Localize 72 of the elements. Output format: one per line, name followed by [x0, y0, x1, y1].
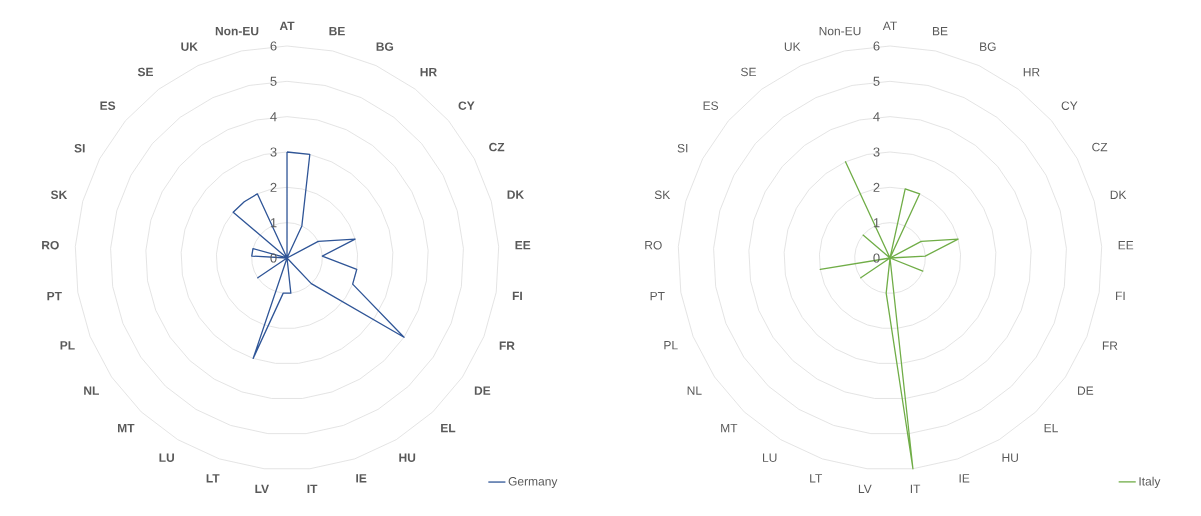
spoke-label: IT [910, 484, 921, 493]
spoke-label: AT [882, 21, 897, 30]
spoke-label: SE [741, 67, 756, 77]
spoke-label: LT [206, 474, 220, 483]
spoke-label: SK [50, 190, 68, 199]
spoke-label: CY [458, 101, 475, 110]
y-tick-label: 4 [270, 112, 277, 122]
y-tick-label: 2 [873, 182, 880, 192]
spoke-label: FI [512, 291, 522, 300]
spoke-label: CY [1061, 101, 1078, 110]
y-tick-label: 5 [873, 76, 880, 86]
spoke-label: DE [1078, 386, 1094, 395]
spoke-label: EE [515, 241, 531, 250]
spoke-label: LU [763, 453, 777, 462]
spoke-label: BG [980, 42, 996, 51]
spoke-label: NL [84, 386, 99, 395]
spoke-label: PT [650, 291, 665, 301]
spoke-label: HR [420, 67, 437, 77]
spoke-label: BG [376, 42, 394, 51]
spoke-label: HU [1002, 453, 1018, 462]
spoke-label: EL [1044, 423, 1058, 433]
y-tick-label: 5 [270, 76, 277, 86]
spoke-label: BE [932, 27, 948, 36]
spoke-label: UK [784, 42, 801, 51]
legend-label: Germany [508, 477, 558, 488]
y-tick-label: 3 [270, 147, 277, 157]
spoke-label: LV [858, 484, 872, 493]
spoke-label: FR [1102, 341, 1118, 350]
spoke-label: LT [810, 474, 823, 483]
spoke-label: LV [255, 484, 269, 493]
y-tick-label: 6 [873, 41, 880, 51]
spoke-label: DK [1110, 190, 1127, 199]
spoke-label: Non-EU [819, 26, 861, 36]
spoke-label: IE [959, 474, 970, 483]
spoke-label: FR [499, 341, 515, 350]
y-tick-label: 4 [873, 112, 880, 122]
spoke-label: Non-EU [215, 26, 259, 36]
spoke-label: MT [721, 423, 738, 433]
spoke-label: CZ [1092, 142, 1108, 152]
spoke-label: PL [60, 341, 75, 350]
spoke-label: AT [279, 21, 295, 30]
spoke-label: SI [74, 143, 85, 153]
spoke-label: PT [47, 291, 62, 301]
spoke-label: ES [703, 101, 719, 110]
y-tick-label: 3 [873, 147, 880, 157]
y-tick-label: 1 [873, 218, 880, 228]
spoke-label: IE [356, 474, 367, 483]
spoke-label: SE [137, 67, 154, 77]
spoke-label: UK [181, 42, 198, 51]
y-tick-label: 2 [270, 182, 277, 192]
spoke-label: RO [42, 240, 59, 250]
spoke-label: EE [1118, 241, 1134, 250]
spoke-label: EL [441, 423, 456, 433]
spoke-label: ES [100, 101, 116, 110]
legend-label: Italy [1139, 476, 1161, 488]
spoke-label: PL [664, 341, 678, 350]
spoke-label: DE [474, 386, 491, 395]
spoke-label: LU [159, 453, 174, 462]
spoke-label: NL [687, 386, 702, 395]
spoke-label: SK [654, 190, 671, 200]
y-tick-label: 6 [270, 41, 277, 51]
spoke-label: FI [1116, 291, 1125, 300]
spoke-label: SI [677, 143, 688, 153]
spoke-label: DK [507, 190, 524, 199]
spoke-label: BE [329, 27, 345, 36]
y-tick-label: 1 [270, 218, 277, 228]
spoke-label: HU [399, 453, 416, 462]
spoke-label: RO [645, 240, 662, 250]
spoke-label: CZ [489, 142, 505, 152]
spoke-label: HR [1023, 67, 1040, 77]
spoke-label: MT [118, 423, 135, 433]
spoke-label: IT [307, 484, 318, 493]
